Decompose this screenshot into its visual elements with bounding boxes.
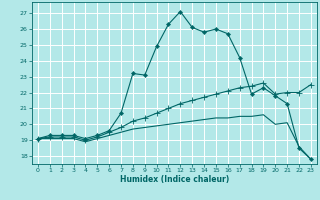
X-axis label: Humidex (Indice chaleur): Humidex (Indice chaleur): [120, 175, 229, 184]
